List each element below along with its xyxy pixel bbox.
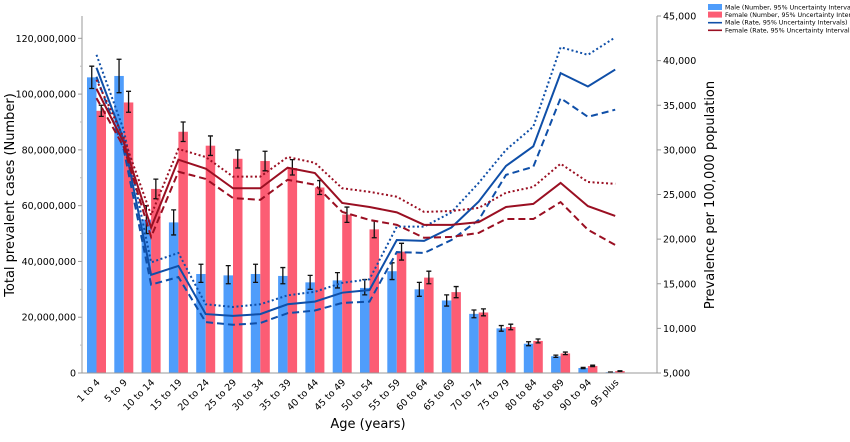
female-rate-upper-line: [97, 80, 616, 215]
x-tick-label: 95 plus: [589, 377, 621, 409]
y2-tick-label: 10,000: [663, 324, 696, 335]
y-tick-label: 80,000,000: [22, 145, 76, 156]
male-number-bar: [442, 300, 452, 373]
male-number-bar: [497, 328, 507, 373]
x-tick-label: 1 to 4: [75, 377, 102, 404]
y2-tick-label: 15,000: [663, 279, 696, 290]
error-bar: [590, 365, 595, 366]
female-number-bar: [370, 229, 380, 373]
female-number-bar: [315, 188, 325, 373]
female-number-bar: [533, 341, 543, 373]
male-number-bar: [415, 289, 425, 373]
error-bar: [617, 371, 622, 372]
male-number-bar: [305, 282, 315, 373]
male-number-bar: [551, 356, 561, 373]
legend-label: Male (Number, 95% Uncertainty Intervals): [725, 5, 850, 12]
y2-tick-label: 5,000: [663, 369, 690, 380]
x-axis-title: Age (years): [330, 417, 405, 432]
female-number-bar: [561, 353, 571, 373]
y2-tick-label: 35,000: [663, 101, 696, 112]
y-tick-label: 0: [70, 369, 76, 380]
female-number-bar: [424, 278, 434, 373]
male-number-bar: [87, 77, 97, 373]
y2-tick-label: 45,000: [663, 12, 696, 23]
y-tick-label: 60,000,000: [22, 201, 76, 212]
female-number-bar: [97, 111, 107, 373]
legend-label: Male (Rate, 95% Uncertainty Intervals): [725, 20, 847, 27]
y2-tick-label: 20,000: [663, 235, 696, 246]
y-tick-label: 40,000,000: [22, 257, 76, 268]
y2-tick-label: 25,000: [663, 190, 696, 201]
female-number-bar: [206, 146, 216, 373]
female-number-bar: [451, 292, 461, 373]
y-axis-title: Total prevalent cases (Number): [3, 93, 18, 298]
male-number-bar: [278, 276, 288, 373]
legend-label: Female (Number, 95% Uncertainty Interval…: [725, 12, 850, 19]
male-number-bar: [524, 344, 534, 373]
error-bar: [563, 352, 568, 355]
y-tick-label: 100,000,000: [16, 90, 76, 101]
female-number-bar: [342, 215, 352, 373]
female-number-bar: [506, 327, 516, 373]
error-bar: [581, 367, 586, 368]
y2-axis-title: Prevalence per 100,000 population: [703, 81, 718, 309]
y2-tick-label: 30,000: [663, 145, 696, 156]
y-tick-label: 20,000,000: [22, 313, 76, 324]
male-number-bar: [469, 314, 479, 373]
legend-label: Female (Rate, 95% Uncertainty Intervals): [725, 27, 850, 34]
y-tick-label: 120,000,000: [16, 34, 76, 45]
female-number-bar: [479, 312, 489, 373]
male-number-bar: [169, 222, 179, 373]
y2-tick-label: 40,000: [663, 56, 696, 67]
female-number-bar: [233, 159, 243, 373]
legend: Male (Number, 95% Uncertainty Intervals)…: [708, 4, 850, 34]
legend-swatch: [708, 12, 722, 18]
female-number-bar: [178, 132, 188, 373]
female-number-bar: [288, 168, 298, 373]
legend-swatch: [708, 4, 722, 10]
female-number-bar: [397, 252, 407, 373]
male-number-bar: [387, 271, 397, 373]
